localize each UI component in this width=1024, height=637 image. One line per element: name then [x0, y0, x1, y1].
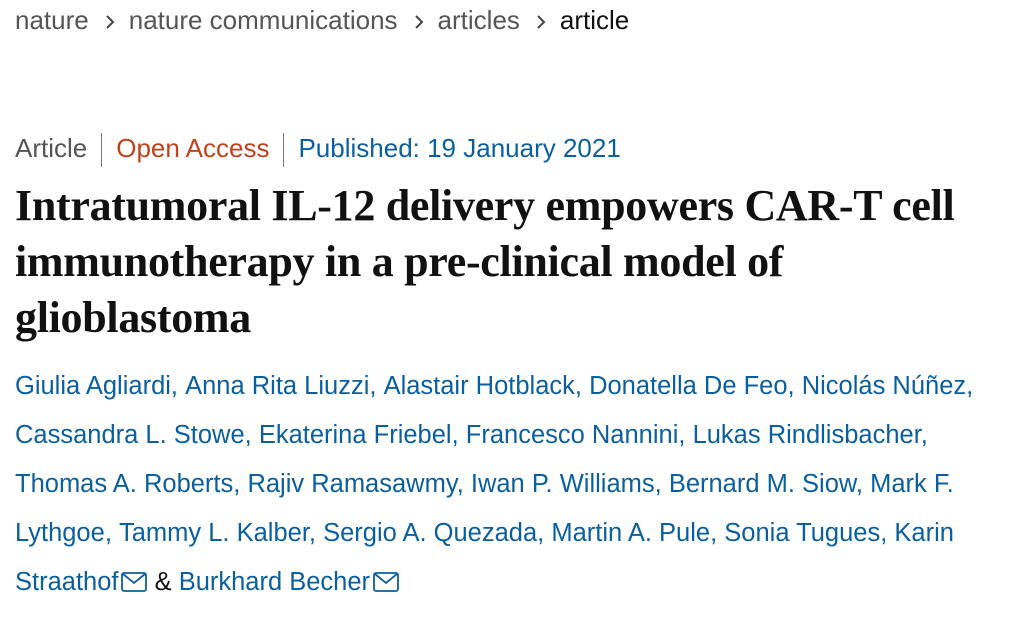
author-separator: ,	[654, 470, 662, 498]
author-separator: ,	[880, 519, 888, 547]
access-label: Open Access	[116, 133, 270, 163]
article-title: Intratumoral IL-12 delivery empowers CAR…	[15, 181, 955, 342]
author: Burkhard Becher	[179, 568, 399, 596]
author: Alastair Hotblack,	[384, 372, 582, 400]
chevron	[106, 15, 115, 29]
author: Nicolás Núñez,	[802, 372, 974, 400]
author-name[interactable]: Donatella De Feo	[589, 372, 788, 400]
author-name[interactable]: Karin Straathof	[15, 519, 954, 596]
author-name[interactable]: Iwan P. Williams	[470, 470, 655, 498]
author-separator: ,	[244, 421, 252, 449]
author-name[interactable]: Alastair Hotblack	[383, 372, 575, 400]
chevron	[414, 15, 423, 29]
author-separator: ,	[456, 470, 464, 498]
author-separator: ,	[451, 421, 459, 449]
email-icon[interactable]	[373, 572, 399, 592]
author-name[interactable]: Martin A. Pule	[551, 519, 711, 547]
author-name[interactable]: Mark F. Lythgoe	[15, 470, 954, 547]
author: Bernard M. Siow,	[669, 470, 863, 498]
author-list: Giulia Agliardi, Anna Rita Liuzzi, Alast…	[15, 362, 1015, 607]
author-name[interactable]: Nicolás Núñez	[801, 372, 967, 400]
author-name[interactable]: Burkhard Becher	[178, 568, 371, 596]
breadcrumb-item[interactable]: nature communications	[128, 5, 398, 35]
author-name[interactable]: Sergio A. Quezada	[323, 519, 538, 547]
publish-date: Published: 19 January 2021	[298, 133, 621, 163]
author: Ekaterina Friebel,	[259, 421, 459, 449]
author-separator: ,	[537, 519, 545, 547]
author: Mark F. Lythgoe,	[15, 470, 954, 547]
author-name[interactable]: Francesco Nannini	[465, 421, 679, 449]
author-separator: ,	[104, 519, 112, 547]
author-name[interactable]: Cassandra L. Stowe	[15, 421, 245, 449]
author-name[interactable]: Thomas A. Roberts	[15, 470, 234, 498]
author: Rajiv Ramasawmy,	[247, 470, 463, 498]
author-separator: ,	[710, 519, 718, 547]
author-name[interactable]: Sonia Tugues	[724, 519, 881, 547]
author: Iwan P. Williams,	[471, 470, 662, 498]
author-separator: ,	[966, 372, 974, 400]
article-meta: Article Open Access Published: 19 January …	[15, 130, 621, 168]
author-separator: ,	[678, 421, 686, 449]
author: Tammy L. Kalber,	[119, 519, 316, 547]
author-separator: ,	[233, 470, 241, 498]
author-separator: ,	[787, 372, 795, 400]
author: Sergio A. Quezada,	[323, 519, 544, 547]
breadcrumb-item: article	[559, 5, 630, 35]
author-name[interactable]: Lukas Rindlisbacher	[692, 421, 921, 449]
email-icon[interactable]	[121, 572, 148, 592]
author-name[interactable]: Rajiv Ramasawmy	[247, 470, 457, 498]
author: Francesco Nannini,	[466, 421, 686, 449]
article-type: Article	[15, 133, 88, 163]
chevron	[537, 15, 546, 29]
author-separator: ,	[170, 372, 179, 400]
author: Giulia Agliardi,	[15, 372, 178, 400]
author-separator: &	[154, 568, 172, 596]
author: Anna Rita Liuzzi,	[185, 372, 376, 400]
author-separator: ,	[920, 421, 928, 449]
author-name[interactable]: Anna Rita Liuzzi	[185, 372, 370, 400]
author: Donatella De Feo,	[589, 372, 795, 400]
breadcrumb-item[interactable]: nature	[15, 5, 89, 35]
author-name[interactable]: Ekaterina Friebel	[258, 421, 452, 449]
breadcrumb-item[interactable]: articles	[437, 5, 520, 35]
author: Karin Straathof &	[15, 519, 954, 596]
author-name[interactable]: Giulia Agliardi	[15, 372, 171, 400]
author-name[interactable]: Tammy L. Kalber	[119, 519, 309, 547]
breadcrumb: nature nature communications articles artic…	[15, 2, 629, 38]
separator	[101, 133, 103, 168]
author-separator: ,	[574, 372, 582, 400]
author-separator: ,	[855, 470, 863, 498]
author-name[interactable]: Bernard M. Siow	[668, 470, 856, 498]
author: Thomas A. Roberts,	[15, 470, 240, 498]
author: Sonia Tugues,	[724, 519, 887, 547]
author-separator: ,	[308, 519, 316, 547]
author: Cassandra L. Stowe,	[15, 421, 252, 449]
separator	[283, 133, 285, 168]
author: Lukas Rindlisbacher,	[693, 421, 928, 449]
author-separator: ,	[369, 372, 377, 400]
author: Martin A. Pule,	[551, 519, 717, 547]
